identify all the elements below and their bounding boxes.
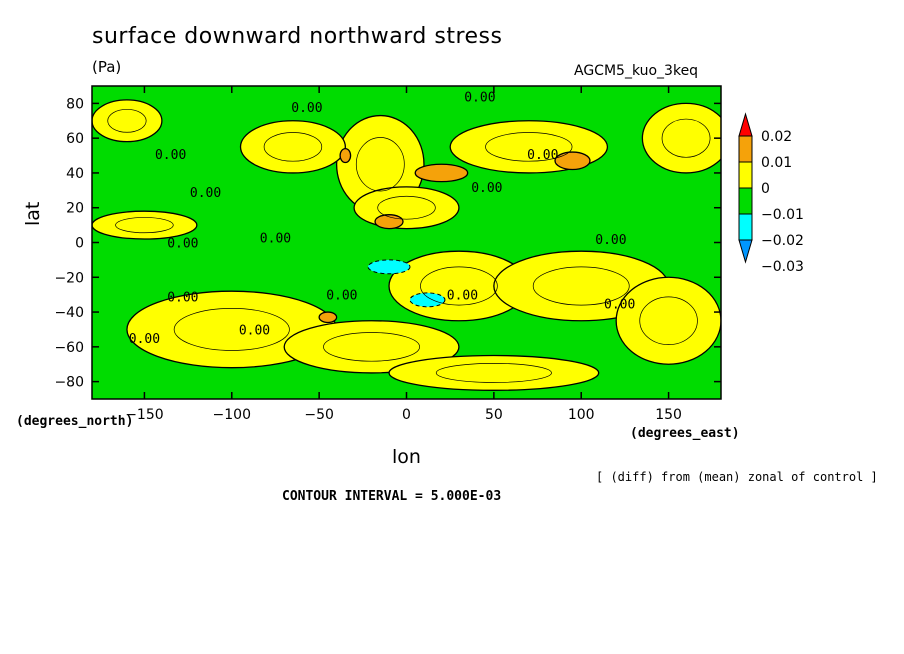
y-axis-label: lat [22,201,44,226]
contour-line [377,195,436,220]
contour-line [263,132,323,162]
zero-contour-label: 0.00 [447,289,478,304]
zero-contour-label: 0.00 [167,290,198,305]
zero-contour-label: 0.00 [326,289,357,304]
difference-note: [ (diff) from (mean) zonal of control ] [596,470,878,484]
colorbar-segment [738,135,753,163]
contour-labels: 0.00 0.00 0.00 0.00 0.00 0.00 0.00 0.00 0.00 0.00… [129,90,636,347]
zero-contour-label: 0.00 [291,101,322,116]
y-tick-label: 20 [66,201,84,217]
x-tick-label: −100 [213,407,251,423]
zero-contour-label: 0.00 [155,148,186,163]
zero-contour-label: 0.00 [464,90,495,105]
contour-line [173,308,290,351]
x-tick-label: 50 [485,407,503,423]
y-tick-label: 40 [66,166,84,182]
contour-line [323,332,420,362]
positive-region [239,120,346,174]
colorbar-label: −0.01 [761,207,804,223]
colorbar-label: 0.01 [761,155,792,171]
y-tick-label: 0 [75,236,84,252]
contour-lines [107,108,711,383]
contour-line [420,266,498,306]
zero-contour-label: 0.00 [260,231,291,246]
x-tick-label: 100 [568,407,595,423]
y-tick-label: −80 [54,375,84,391]
x-axis-units: (degrees_east) [630,426,740,441]
contour-fields [92,99,721,391]
y-tick-label: 80 [66,96,84,112]
chart-title: surface downward northward stress [92,24,503,49]
x-tick-label: 0 [402,407,411,423]
colorbar-segment [738,213,753,241]
colorbar-label: −0.03 [761,259,804,275]
dataset-label: AGCM5_kuo_3keq [574,63,699,79]
chart-units: (Pa) [92,58,122,76]
zero-contour-label: 0.00 [239,323,270,338]
zero-contour-label: 0.00 [129,332,160,347]
zero-contour-label: 0.00 [471,181,502,196]
contour-line [115,217,174,234]
contour-line [435,363,552,383]
zero-contour-label: 0.00 [527,148,558,163]
positive-region [353,186,460,230]
x-tick-label: 150 [655,407,682,423]
y-tick-label: −40 [54,305,84,321]
contour-line [661,118,711,158]
contour-interval: CONTOUR INTERVAL = 5.000E-03 [282,489,502,504]
y-tick-label: 60 [66,131,84,147]
strong-positive-region [318,311,338,324]
contour-line [639,296,698,346]
colorbar-segment [738,112,753,137]
strong-negative-region [367,259,411,275]
colorbar-segment [738,239,753,264]
zero-contour-label: 0.00 [604,297,635,312]
x-axis-label: lon [392,446,421,468]
strong-negative-region [409,292,446,308]
positive-region [92,99,163,143]
contour-line [107,108,147,133]
contour-line [355,137,405,192]
colorbar-label: 0.02 [761,129,792,145]
x-axis: −150 −100 −50 0 50 100 150 [125,86,682,423]
positive-region [641,102,721,174]
positive-region [283,320,460,374]
y-axis-units: (degrees_north) [16,414,134,429]
strong-positive-region [339,147,352,164]
zero-contour-label: 0.00 [595,233,626,248]
zero-contour-label: 0.00 [190,186,221,201]
positive-region [615,276,721,365]
x-tick-label: −50 [304,407,334,423]
colorbar: 0.02 0.01 0 −0.01 −0.02 −0.03 [738,112,804,275]
y-tick-label: −20 [54,270,84,286]
colorbar-segment [738,187,753,215]
positive-region [388,354,600,391]
y-axis: 80 60 40 20 0 −20 −40 −60 −80 [54,96,721,391]
contour-line [532,266,630,306]
y-tick-label: −60 [54,340,84,356]
strong-positive-region [554,151,591,171]
colorbar-label: 0 [761,181,770,197]
colorbar-segment [738,161,753,189]
zero-contour-label: 0.00 [167,237,198,252]
positive-region [92,210,198,240]
colorbar-label: −0.02 [761,233,804,249]
contour-line [485,132,573,162]
x-tick-label: −150 [125,407,163,423]
strong-positive-region [414,163,469,183]
